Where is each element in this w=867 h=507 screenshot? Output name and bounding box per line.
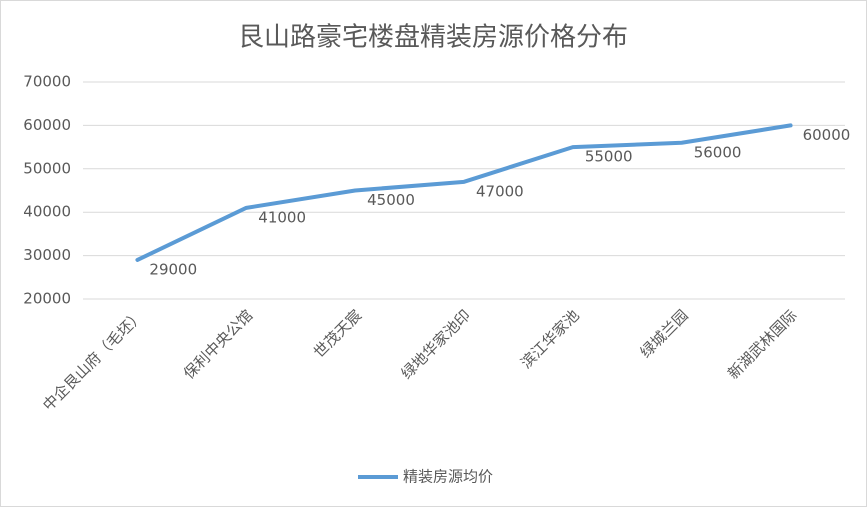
data-label: 47000 xyxy=(476,182,524,200)
y-tick-label: 60000 xyxy=(23,116,71,134)
data-label: 60000 xyxy=(803,126,851,144)
y-tick-label: 50000 xyxy=(23,159,71,177)
y-tick-label: 40000 xyxy=(23,203,71,221)
y-tick-label: 30000 xyxy=(23,246,71,264)
y-tick-label: 20000 xyxy=(23,290,71,308)
line-series xyxy=(135,123,793,262)
data-label: 29000 xyxy=(149,260,197,278)
data-label: 55000 xyxy=(585,148,633,166)
chart-title: 艮山路豪宅楼盘精装房源价格分布 xyxy=(238,23,628,53)
data-label: 41000 xyxy=(258,208,306,226)
data-label: 45000 xyxy=(367,191,415,209)
legend-label: 精装房源均价 xyxy=(403,468,493,486)
y-tick-label: 70000 xyxy=(23,73,71,91)
data-label: 56000 xyxy=(694,143,742,161)
